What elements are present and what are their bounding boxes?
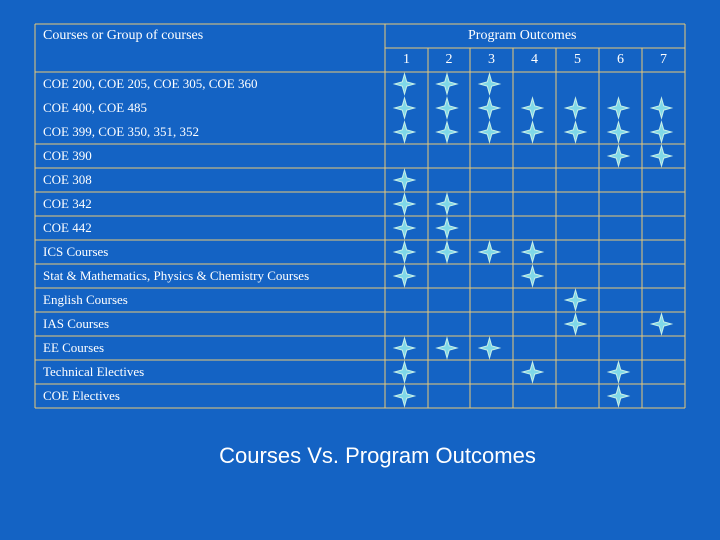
course-row-label: COE 390 <box>43 148 92 163</box>
outcome-number: 5 <box>574 52 581 67</box>
four-point-star-icon <box>606 144 631 168</box>
course-row-label: Technical Electives <box>43 364 145 379</box>
outcome-number: 6 <box>617 52 624 67</box>
four-point-star-icon <box>477 96 502 120</box>
outcome-number: 4 <box>531 52 538 67</box>
four-point-star-icon <box>435 72 459 96</box>
four-point-star-icon <box>563 96 588 120</box>
four-point-star-icon <box>649 144 674 168</box>
four-point-star-icon <box>649 120 674 144</box>
four-point-star-icon <box>392 168 417 192</box>
four-point-star-icon <box>477 240 502 264</box>
four-point-star-icon <box>606 360 631 384</box>
outcome-number: 1 <box>403 52 410 67</box>
courses-header: Courses or Group of courses <box>43 28 204 43</box>
four-point-star-icon <box>392 96 417 120</box>
four-point-star-icon <box>606 384 631 408</box>
four-point-star-icon <box>392 72 417 96</box>
four-point-star-icon <box>392 216 417 240</box>
course-row-label: COE 308 <box>43 172 92 187</box>
four-point-star-icon <box>649 96 674 120</box>
four-point-star-icon <box>392 360 417 384</box>
course-row-label: COE Electives <box>43 388 120 403</box>
four-point-star-icon <box>392 120 417 144</box>
course-row-label: COE 399, COE 350, 351, 352 <box>43 124 199 139</box>
course-row-label: English Courses <box>43 292 128 307</box>
four-point-star-icon <box>477 120 502 144</box>
outcome-number: 7 <box>660 52 667 67</box>
four-point-star-icon <box>392 336 417 360</box>
course-row-label: Stat & Mathematics, Physics & Chemistry … <box>43 268 310 283</box>
four-point-star-icon <box>435 96 459 120</box>
four-point-star-icon <box>435 216 459 240</box>
four-point-star-icon <box>435 336 459 360</box>
outcome-number: 2 <box>445 52 453 67</box>
four-point-star-icon <box>435 192 459 216</box>
four-point-star-icon <box>563 288 588 312</box>
four-point-star-icon <box>520 240 545 264</box>
slide-title: Courses Vs. Program Outcomes <box>219 443 536 468</box>
course-row-label: COE 400, COE 485 <box>43 100 147 115</box>
course-row-label: COE 442 <box>43 220 92 235</box>
course-row-label: COE 342 <box>43 196 92 211</box>
four-point-star-icon <box>520 264 545 288</box>
course-row-label: EE Courses <box>43 340 105 355</box>
course-row-label: ICS Courses <box>43 244 109 259</box>
four-point-star-icon <box>392 264 417 288</box>
four-point-star-icon <box>392 384 417 408</box>
course-row-label: COE 200, COE 205, COE 305, COE 360 <box>43 76 258 91</box>
outcomes-header: Program Outcomes <box>468 28 577 43</box>
four-point-star-icon <box>649 312 674 336</box>
four-point-star-icon <box>392 240 417 264</box>
four-point-star-icon <box>520 96 545 120</box>
four-point-star-icon <box>606 96 631 120</box>
course-row-label: IAS Courses <box>43 316 110 331</box>
four-point-star-icon <box>477 72 502 96</box>
four-point-star-icon <box>435 240 459 264</box>
four-point-star-icon <box>563 120 588 144</box>
four-point-star-icon <box>520 360 545 384</box>
four-point-star-icon <box>477 336 502 360</box>
four-point-star-icon <box>435 120 459 144</box>
four-point-star-icon <box>520 120 545 144</box>
four-point-star-icon <box>392 192 417 216</box>
four-point-star-icon <box>563 312 588 336</box>
outcome-number: 3 <box>488 52 495 67</box>
four-point-star-icon <box>606 120 631 144</box>
